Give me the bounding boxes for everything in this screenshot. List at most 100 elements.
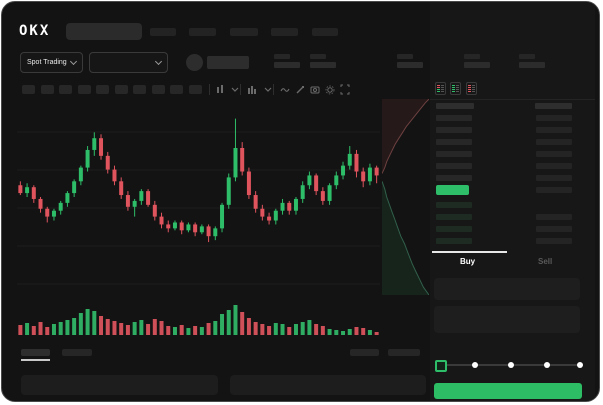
draw-pencil-icon[interactable] [295,84,305,95]
book-icon-row [452,84,459,87]
bid-row-2[interactable] [436,226,472,232]
interval-dropdown-icon[interactable] [216,84,226,95]
timeframe-button-1[interactable] [40,85,54,94]
chevron-down-icon [154,57,163,66]
slider-dot-2[interactable] [544,362,550,368]
nav-item-0[interactable] [150,28,176,36]
book-icon-row [437,90,444,93]
chevron-down-icon[interactable] [230,84,240,95]
timeframe-button-7[interactable] [151,85,165,94]
buy-tab-indicator [432,251,507,253]
timeframe-button-2[interactable] [59,85,72,94]
chevron-down-icon [69,57,78,66]
settings-gear-icon[interactable] [325,84,335,95]
ask-row-4[interactable] [436,163,472,169]
book-both-icon[interactable] [435,82,446,95]
nav-item-3[interactable] [271,28,298,36]
slider-dot-0[interactable] [472,362,478,368]
ask-row-3-amount [536,151,572,157]
stat-value-4 [519,62,545,68]
price-input[interactable] [434,278,580,300]
stat-label-1 [310,54,326,59]
pair-selector-dropdown[interactable] [89,52,168,73]
chevron-down-icon[interactable] [263,84,273,95]
ask-row-0-amount [536,115,572,121]
book-asks-icon[interactable] [466,82,477,95]
nav-item-4[interactable] [312,28,338,36]
buy-submit-button[interactable] [434,383,582,399]
timeframe-button-3[interactable] [77,85,91,94]
stat-value-0 [274,62,300,68]
timeframe-button-4[interactable] [96,85,109,94]
indicator-wave-icon[interactable] [280,84,290,95]
candlestick-chart[interactable] [17,99,380,295]
okx-logo[interactable]: OKX [19,23,51,39]
timeframe-button-8[interactable] [170,85,183,94]
book-icon-row [468,84,475,87]
volume-chart [17,302,380,335]
tab-sell[interactable]: Sell [538,257,553,266]
orderbook-trade-panel [430,2,595,401]
bid-row-0[interactable] [436,202,472,208]
toolbar-divider-1 [209,84,210,95]
search-input[interactable] [66,23,142,40]
bid-row-3[interactable] [436,238,472,244]
book-icon-row [452,86,459,89]
last-price-amount [536,187,572,193]
stat-label-0 [274,54,290,59]
ask-row-1[interactable] [436,127,472,133]
slider-dot-3[interactable] [577,362,583,368]
timeframe-button-6[interactable] [133,85,146,94]
amount-input[interactable] [434,306,580,333]
slider-dot-1[interactable] [508,362,514,368]
timeframe-button-9[interactable] [188,85,202,94]
stat-value-1 [310,62,336,68]
bid-row-3-amount [536,238,572,244]
bottom-tab-history[interactable] [62,349,92,356]
bottom-filter-2[interactable] [388,349,420,356]
bid-row-1[interactable] [436,214,472,220]
book-header-col-price [436,103,474,109]
nav-item-2[interactable] [230,28,258,36]
book-icon-row [437,86,444,89]
market-type-dropdown[interactable]: Spot Trading [20,52,83,73]
camera-icon[interactable] [310,84,320,95]
nav-item-1[interactable] [189,28,216,36]
orders-table-placeholder [21,375,218,395]
history-table-placeholder [230,375,426,395]
toolbar-divider-3 [273,84,274,95]
ask-row-5[interactable] [436,175,472,181]
slider-handle[interactable] [435,360,447,372]
ask-row-2-amount [536,139,572,145]
orderbook-separator [430,99,595,100]
book-icon-row [468,90,475,93]
bottom-tab-orders[interactable] [21,349,50,356]
ask-row-3[interactable] [436,151,472,157]
ask-row-4-amount [536,163,572,169]
bottom-filter-1[interactable] [350,349,379,356]
ask-row-2[interactable] [436,139,472,145]
fullscreen-icon[interactable] [340,84,350,95]
book-bids-icon[interactable] [450,82,461,95]
book-icon-row [437,84,444,87]
ask-row-0[interactable] [436,115,472,121]
tab-buy[interactable]: Buy [460,257,476,266]
depth-chart [382,99,429,295]
market-type-label: Spot Trading [27,59,67,66]
book-icon-row [452,90,459,93]
stat-label-2 [397,54,413,59]
bottom-tab-active-indicator [21,359,50,361]
book-header-col-amount [535,103,572,109]
pair-name-placeholder [207,56,249,69]
ask-row-5-amount [536,175,572,181]
last-price-bar[interactable] [436,185,469,195]
toolbar-divider-2 [240,84,241,95]
book-icon-row [468,86,475,89]
timeframe-button-5[interactable] [114,85,128,94]
chart-type-dropdown-icon[interactable] [247,84,257,95]
book-icon-row [437,88,444,91]
ask-row-1-amount [536,127,572,133]
timeframe-button-0[interactable] [22,85,35,94]
